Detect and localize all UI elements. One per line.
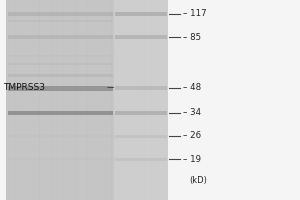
Bar [8,111,112,115]
Bar [115,135,167,138]
Bar [8,35,112,39]
Text: (kD): (kD) [189,176,207,184]
Bar [168,0,300,200]
Text: – 19: – 19 [183,154,201,164]
Bar [115,158,167,161]
Bar [8,73,112,76]
Bar [115,86,167,90]
Bar [114,0,168,200]
Text: – 34: – 34 [183,108,201,117]
Text: – 117: – 117 [183,9,207,19]
Bar [8,12,112,16]
Bar [115,35,167,39]
Text: ––: –– [106,84,115,92]
Text: – 26: – 26 [183,132,201,140]
Text: – 85: – 85 [183,32,201,42]
Bar [8,135,112,137]
Bar [8,63,112,65]
Text: TMPRSS3: TMPRSS3 [3,84,45,92]
Bar [8,55,112,57]
Bar [8,158,112,160]
Bar [8,86,112,90]
Bar [6,0,114,200]
Text: – 48: – 48 [183,84,201,92]
Bar [115,12,167,16]
Bar [115,111,167,115]
Bar [8,20,112,22]
